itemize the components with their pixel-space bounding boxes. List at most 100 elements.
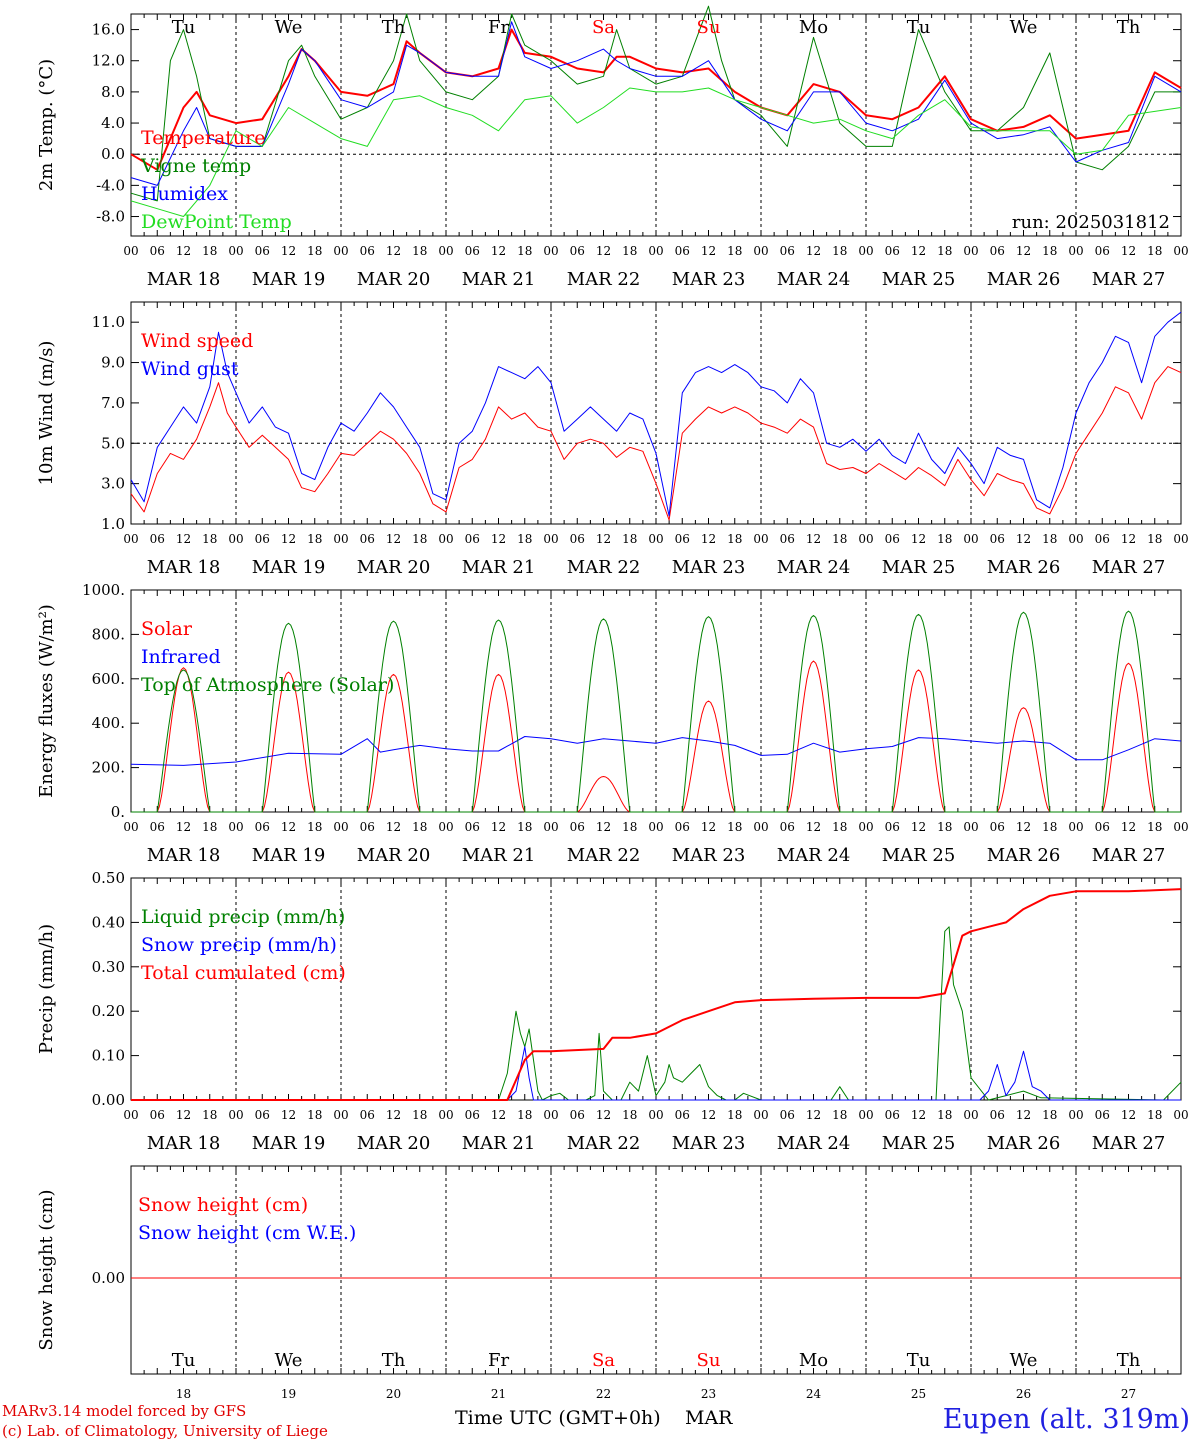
hour-label: 00 — [438, 1108, 453, 1122]
hour-label: 00 — [753, 532, 768, 546]
hour-label: 00 — [333, 820, 348, 834]
day-name-top: Sa — [592, 17, 615, 38]
hour-label: 06 — [255, 820, 270, 834]
hour-label: 18 — [622, 1108, 637, 1122]
y-tick-label: 0.40 — [92, 913, 125, 931]
hour-label: 12 — [1016, 244, 1031, 258]
series-line-temperature — [130, 28, 1182, 171]
hour-label: 06 — [885, 532, 900, 546]
series-line-vigne-temp — [130, 5, 1181, 202]
hour-label: 06 — [780, 532, 795, 546]
date-label: MAR 27 — [1092, 845, 1166, 866]
y-tick-label: 800. — [92, 625, 125, 643]
hour-label: 06 — [1095, 820, 1110, 834]
day-number: 21 — [491, 1387, 506, 1401]
hour-label: 12 — [176, 820, 191, 834]
hour-label: 12 — [596, 820, 611, 834]
day-name-top: Mo — [799, 17, 828, 38]
date-label: MAR 20 — [357, 845, 431, 866]
date-label: MAR 26 — [987, 269, 1061, 290]
hour-label: 00 — [1173, 532, 1188, 546]
hour-label: 18 — [1147, 532, 1162, 546]
date-label: MAR 23 — [672, 269, 746, 290]
day-number: 18 — [176, 1387, 191, 1401]
hour-label: 12 — [1121, 1108, 1136, 1122]
hour-label: 18 — [727, 532, 742, 546]
hour-label: 06 — [570, 532, 585, 546]
day-number: 27 — [1121, 1387, 1136, 1401]
series-line-dewpoint-temp — [130, 87, 1182, 217]
hour-label: 18 — [937, 532, 952, 546]
hour-label: 18 — [622, 532, 637, 546]
day-name-bottom: Su — [697, 1350, 721, 1371]
hour-label: 18 — [202, 820, 217, 834]
hour-label: 00 — [228, 820, 243, 834]
y-tick-label: 0.30 — [92, 958, 125, 976]
hour-label: 12 — [911, 820, 926, 834]
hour-label: 18 — [307, 532, 322, 546]
hour-label: 18 — [202, 244, 217, 258]
day-number: 19 — [281, 1387, 296, 1401]
hour-label: 06 — [885, 820, 900, 834]
legend-entry: Vigne temp — [140, 155, 251, 177]
y-tick-label: 1.0 — [101, 515, 125, 533]
hour-label: 06 — [465, 244, 480, 258]
date-label: MAR 19 — [252, 845, 326, 866]
hour-label: 18 — [727, 1108, 742, 1122]
y-tick-label: 5.0 — [101, 434, 125, 452]
date-label: MAR 18 — [147, 1133, 221, 1154]
day-name-bottom: Sa — [592, 1350, 615, 1371]
date-label: MAR 18 — [147, 845, 221, 866]
hour-label: 18 — [832, 532, 847, 546]
legend-entry: Infrared — [141, 646, 221, 668]
hour-label: 18 — [307, 244, 322, 258]
hour-label: 00 — [753, 244, 768, 258]
hour-label: 06 — [780, 244, 795, 258]
y-tick-label: 9.0 — [101, 354, 125, 372]
hour-label: 00 — [1173, 1108, 1188, 1122]
y-tick-label: 0. — [111, 803, 125, 821]
y-tick-label: 0.50 — [92, 869, 125, 887]
day-name-top: Tu — [907, 17, 931, 38]
hour-label: 12 — [386, 820, 401, 834]
hour-label: 12 — [386, 1108, 401, 1122]
series-line-wind-speed — [130, 366, 1182, 521]
series-line-liquid-precip-mm-h- — [131, 926, 1182, 1101]
legend-entry: Top of Atmosphere (Solar) — [141, 674, 394, 696]
date-label: MAR 26 — [987, 845, 1061, 866]
date-label: MAR 26 — [987, 557, 1061, 578]
hour-label: 18 — [517, 532, 532, 546]
date-label: MAR 22 — [567, 845, 641, 866]
day-number: 26 — [1016, 1387, 1031, 1401]
hour-label: 18 — [307, 1108, 322, 1122]
hour-label: 00 — [753, 820, 768, 834]
hour-label: 18 — [1147, 820, 1162, 834]
date-label: MAR 24 — [777, 269, 851, 290]
y-tick-label: 12.0 — [92, 52, 125, 70]
date-label: MAR 19 — [252, 557, 326, 578]
hour-label: 06 — [675, 244, 690, 258]
hour-label: 00 — [648, 532, 663, 546]
hour-label: 12 — [1016, 532, 1031, 546]
hour-label: 06 — [570, 1108, 585, 1122]
y-tick-label: 0.00 — [92, 1091, 125, 1109]
x-axis-month: MAR — [685, 1407, 733, 1429]
y-tick-label: 200. — [92, 759, 125, 777]
hour-label: 12 — [806, 532, 821, 546]
date-label: MAR 21 — [462, 845, 536, 866]
hour-label: 18 — [412, 1108, 427, 1122]
day-number: 25 — [911, 1387, 926, 1401]
y-tick-label: 600. — [92, 670, 125, 688]
hour-label: 00 — [1173, 244, 1188, 258]
hour-label: 00 — [858, 820, 873, 834]
hour-label: 12 — [806, 244, 821, 258]
hour-label: 12 — [596, 532, 611, 546]
footer-line-1: MARv3.14 model forced by GFS — [2, 1402, 246, 1420]
legend-entry: DewPoint Temp — [141, 211, 292, 233]
hour-label: 18 — [517, 820, 532, 834]
date-label: MAR 20 — [357, 1133, 431, 1154]
hour-label: 18 — [307, 820, 322, 834]
date-label: MAR 27 — [1092, 557, 1166, 578]
day-name-top: Th — [1117, 17, 1141, 38]
date-label: MAR 25 — [882, 269, 956, 290]
